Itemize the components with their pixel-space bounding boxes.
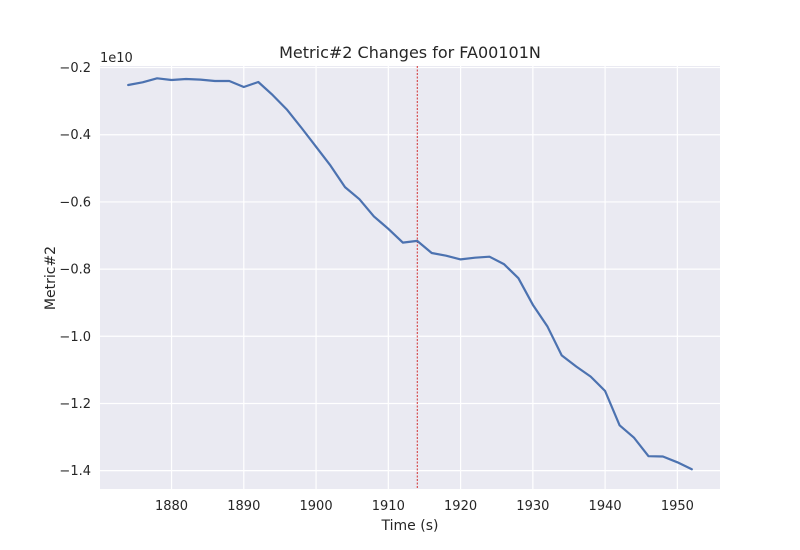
gridlines (100, 66, 720, 489)
x-tick-label: 1950 (661, 499, 694, 514)
y-tick-label: −0.6 (59, 195, 91, 210)
y-tick-label: −1.0 (59, 330, 91, 345)
chart-title: Metric#2 Changes for FA00101N (279, 43, 541, 62)
series-group (127, 77, 693, 471)
y-tick-label: −1.2 (59, 397, 91, 412)
series-line (127, 77, 693, 471)
y-tick-label: −0.4 (59, 128, 91, 143)
plot-area (100, 66, 720, 489)
x-tick-label: 1890 (227, 499, 260, 514)
x-tick-label: 1930 (516, 499, 549, 514)
x-tick-label: 1880 (155, 499, 188, 514)
y-tick-label: −0.8 (59, 263, 91, 278)
y-axis-offset-label: 1e10 (100, 51, 133, 66)
x-tick-label: 1900 (300, 499, 333, 514)
y-tick-labels: −1.4 −1.2 −1.0 −0.8 −0.6 −0.4 −0.2 (59, 61, 91, 479)
x-axis-label: Time (s) (381, 518, 439, 534)
x-tick-label: 1940 (589, 499, 622, 514)
x-tick-labels: 1880 1890 1900 1910 1920 1930 1940 1950 (155, 499, 694, 514)
x-tick-label: 1920 (444, 499, 477, 514)
x-tick-label: 1910 (372, 499, 405, 514)
y-tick-label: −1.4 (59, 464, 91, 479)
y-axis-label: Metric#2 (43, 246, 59, 310)
y-tick-label: −0.2 (59, 61, 91, 76)
